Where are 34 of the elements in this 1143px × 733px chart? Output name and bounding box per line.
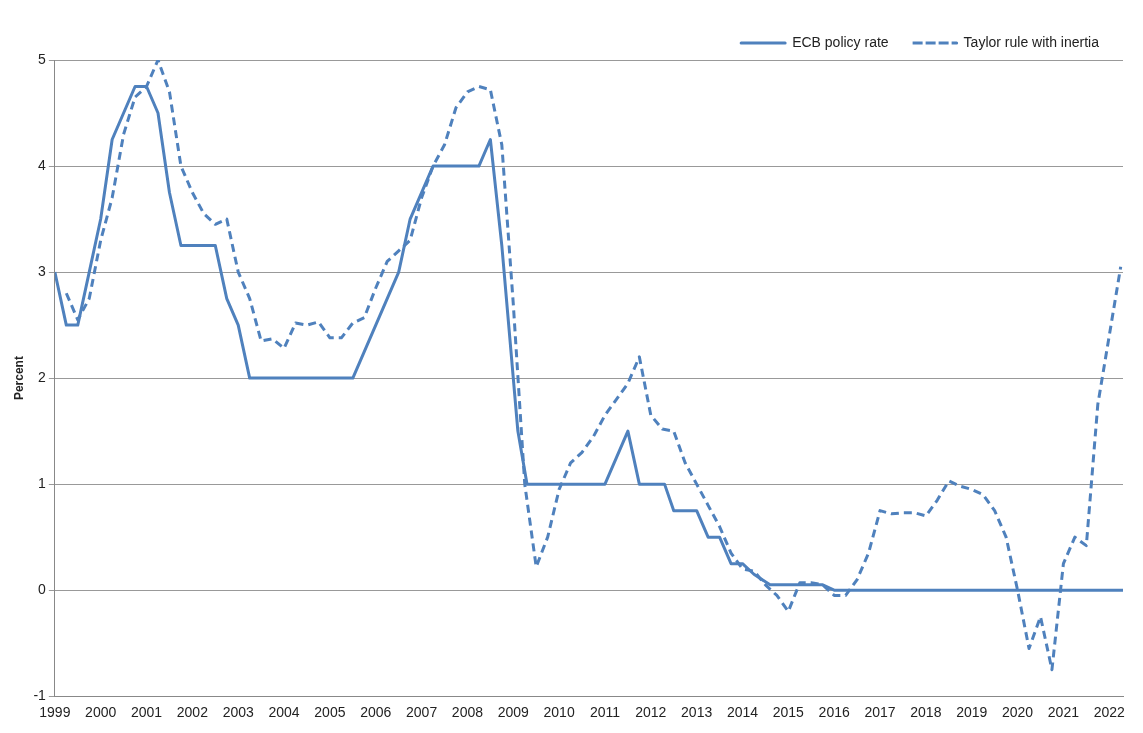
legend-label: Taylor rule with inertia [963, 33, 1100, 50]
x-tick-label: 2005 [314, 704, 346, 721]
x-tick-label: 2014 [726, 704, 759, 721]
x-tick-label: 2017 [864, 704, 896, 721]
legend-label: ECB policy rate [792, 33, 889, 50]
x-tick-label: 2022 [1093, 704, 1126, 721]
y-tick-label: 1 [38, 474, 47, 491]
x-tick-label: 2004 [268, 704, 300, 721]
x-tick-label: 2007 [406, 704, 438, 721]
x-tick-label: 2016 [818, 704, 850, 721]
x-tick-label: 1999 [39, 704, 71, 721]
x-tick-label: 2013 [681, 704, 713, 721]
x-tick-label: 2000 [85, 704, 117, 721]
x-tick-label: 2021 [1047, 704, 1080, 721]
x-tick-label: 2009 [497, 704, 530, 721]
x-tick-label: 2001 [130, 704, 163, 721]
y-axis-title: Percent [11, 356, 26, 401]
x-tick-label: 2018 [910, 704, 942, 721]
x-tick-label: 2008 [451, 704, 484, 721]
x-tick-label: 2020 [1001, 704, 1034, 721]
y-tick-label: -1 [33, 687, 47, 704]
x-tick-label: 2010 [543, 704, 575, 721]
x-tick-label: 2011 [589, 704, 621, 721]
x-tick-label: 2012 [635, 704, 667, 721]
x-tick-label: 2006 [360, 704, 392, 721]
y-tick-label: 0 [38, 581, 47, 598]
y-tick-label: 3 [38, 262, 47, 279]
x-tick-label: 2015 [772, 704, 805, 721]
x-tick-label: 2003 [222, 704, 254, 721]
y-tick-label: 4 [38, 156, 47, 173]
y-tick-label: 2 [38, 368, 47, 385]
x-tick-label: 2019 [956, 704, 988, 721]
x-tick-label: 2002 [176, 704, 209, 721]
y-tick-label: 5 [38, 50, 47, 67]
